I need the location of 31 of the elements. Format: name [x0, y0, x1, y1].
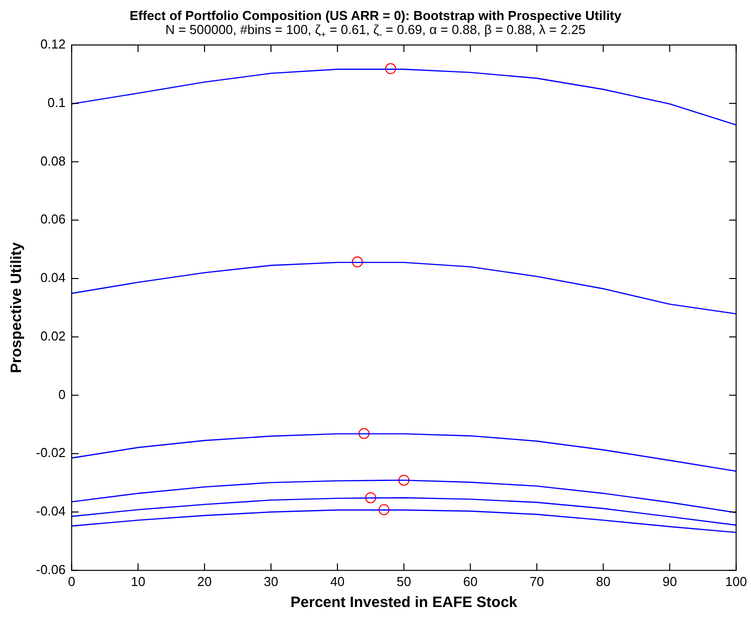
y-tick-label: 0.1	[48, 94, 66, 110]
x-tick-label: 80	[596, 574, 610, 589]
point	[398, 474, 410, 486]
point	[385, 63, 396, 74]
x-tick-label: 30	[264, 574, 278, 589]
y-tick-label: 0.08	[40, 153, 66, 168]
y-tick-label: 0.12	[40, 36, 66, 52]
point	[378, 504, 390, 516]
chart-subtitle: N = 500000, #bins = 100, ζ$_{+}$ = 0.61, ζ$_{-}$ = 0.69, α = 0.88, β = 0.88, λ = 2.25	[165, 22, 586, 40]
point	[365, 492, 376, 504]
chart-title: Effect of Portfolio Composition (US ARR = 0): Bootstrap with Prospective Utility	[128, 8, 622, 23]
x-tick-label: 40	[330, 574, 345, 589]
point	[352, 256, 363, 268]
y-tick-label: 0	[58, 386, 66, 402]
y-axis-title: Prospective Utility	[8, 242, 26, 374]
x-tick-label: 10	[130, 574, 146, 589]
y-tick-label: -0.06	[36, 562, 66, 577]
x-tick-label: 100	[725, 574, 748, 589]
x-tick-label: 70	[530, 574, 544, 589]
y-tick-label: 0.06	[40, 212, 66, 227]
x-tick-label: 60	[463, 574, 478, 589]
x-tick-label: 50	[396, 574, 412, 589]
x-tick-label: 0	[68, 574, 76, 589]
y-tick-label: -0.04	[36, 504, 66, 519]
x-axis-title: Percent Invested in EAFE Stock	[290, 594, 518, 612]
point	[358, 428, 370, 440]
y-tick-label: -0.02	[36, 445, 66, 460]
y-tick-label: 0.04	[40, 270, 66, 286]
y-tick-label: 0.02	[40, 328, 66, 344]
x-tick-label: 20	[197, 574, 212, 589]
x-tick-label: 90	[662, 574, 677, 589]
